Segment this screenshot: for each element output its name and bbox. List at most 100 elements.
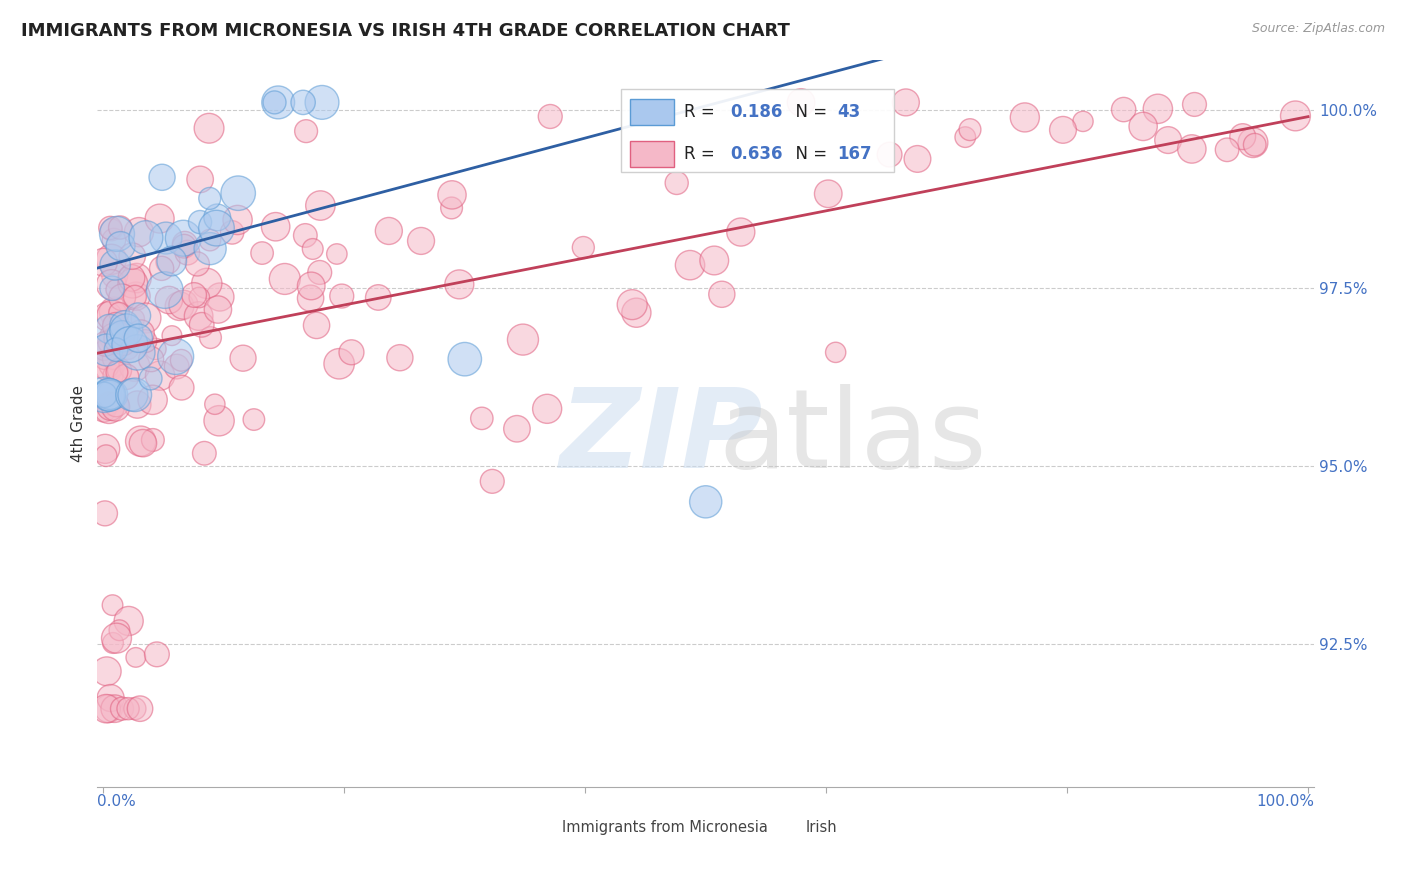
Point: [93, 255, 115, 269]
Point: [101, 357, 124, 371]
Point: [367, 290, 389, 304]
Point: [93, 343, 115, 358]
Point: [132, 436, 155, 450]
Point: [221, 226, 243, 240]
Point: [166, 359, 188, 374]
Point: [128, 225, 150, 239]
Point: [187, 309, 209, 323]
Point: [170, 381, 193, 395]
Text: N =: N =: [785, 145, 832, 163]
Point: [104, 258, 127, 272]
Point: [790, 95, 813, 110]
Point: [294, 228, 316, 243]
Point: [730, 225, 752, 239]
Point: [703, 253, 725, 268]
Point: [110, 239, 132, 253]
Point: [94, 507, 117, 521]
Point: [101, 368, 124, 383]
Point: [103, 351, 125, 366]
Point: [176, 245, 198, 260]
Point: [98, 388, 121, 402]
Point: [1184, 97, 1206, 112]
FancyBboxPatch shape: [630, 141, 673, 167]
Text: ZIP: ZIP: [560, 384, 763, 491]
Point: [127, 345, 149, 359]
Point: [100, 277, 122, 292]
Point: [111, 329, 134, 343]
Point: [150, 170, 173, 185]
Point: [955, 130, 977, 145]
FancyBboxPatch shape: [620, 88, 894, 172]
Text: R =: R =: [683, 103, 720, 121]
Point: [105, 227, 128, 241]
Point: [135, 311, 157, 326]
Point: [1052, 123, 1074, 137]
Point: [309, 198, 332, 212]
Point: [449, 277, 471, 292]
Point: [267, 95, 290, 110]
Point: [149, 368, 172, 383]
Point: [94, 701, 117, 715]
Point: [108, 331, 131, 345]
Point: [198, 191, 221, 205]
FancyBboxPatch shape: [772, 819, 800, 837]
Point: [1243, 137, 1265, 152]
Point: [127, 309, 149, 323]
Point: [98, 335, 121, 350]
Point: [160, 328, 183, 343]
Point: [1014, 111, 1036, 125]
Text: Irish: Irish: [806, 820, 837, 835]
Point: [295, 124, 318, 138]
Point: [188, 172, 211, 186]
Point: [1241, 136, 1264, 150]
Text: N =: N =: [785, 103, 832, 121]
Point: [170, 353, 193, 368]
Point: [149, 211, 172, 226]
Point: [121, 388, 143, 402]
Point: [1284, 109, 1306, 123]
Point: [108, 220, 131, 235]
Point: [879, 147, 901, 161]
Point: [172, 231, 194, 245]
Point: [1147, 102, 1170, 116]
Point: [97, 310, 120, 324]
Point: [129, 434, 152, 449]
Point: [129, 326, 152, 341]
Point: [104, 701, 127, 715]
Point: [103, 305, 125, 319]
Point: [108, 363, 131, 377]
Point: [264, 219, 287, 234]
Point: [328, 357, 350, 371]
FancyBboxPatch shape: [529, 819, 557, 837]
Point: [1157, 133, 1180, 147]
Point: [100, 691, 122, 706]
Point: [101, 318, 124, 332]
Point: [204, 397, 226, 411]
Point: [97, 701, 120, 715]
Point: [243, 412, 266, 426]
Point: [326, 247, 349, 261]
Point: [93, 388, 115, 402]
Point: [105, 343, 128, 357]
Point: [124, 388, 146, 402]
Point: [512, 333, 534, 347]
Point: [330, 289, 353, 303]
Point: [536, 401, 558, 416]
Point: [124, 290, 146, 304]
Point: [94, 442, 117, 456]
Point: [1132, 120, 1154, 134]
Point: [94, 359, 117, 373]
Point: [195, 277, 218, 291]
Point: [93, 388, 115, 402]
Point: [145, 342, 167, 356]
Point: [94, 449, 117, 463]
Point: [141, 352, 163, 367]
Point: [98, 388, 121, 402]
Point: [454, 352, 477, 367]
Point: [98, 220, 121, 235]
Point: [135, 230, 157, 244]
Point: [183, 288, 205, 302]
Point: [97, 401, 120, 416]
Point: [103, 330, 125, 344]
Point: [96, 343, 118, 357]
